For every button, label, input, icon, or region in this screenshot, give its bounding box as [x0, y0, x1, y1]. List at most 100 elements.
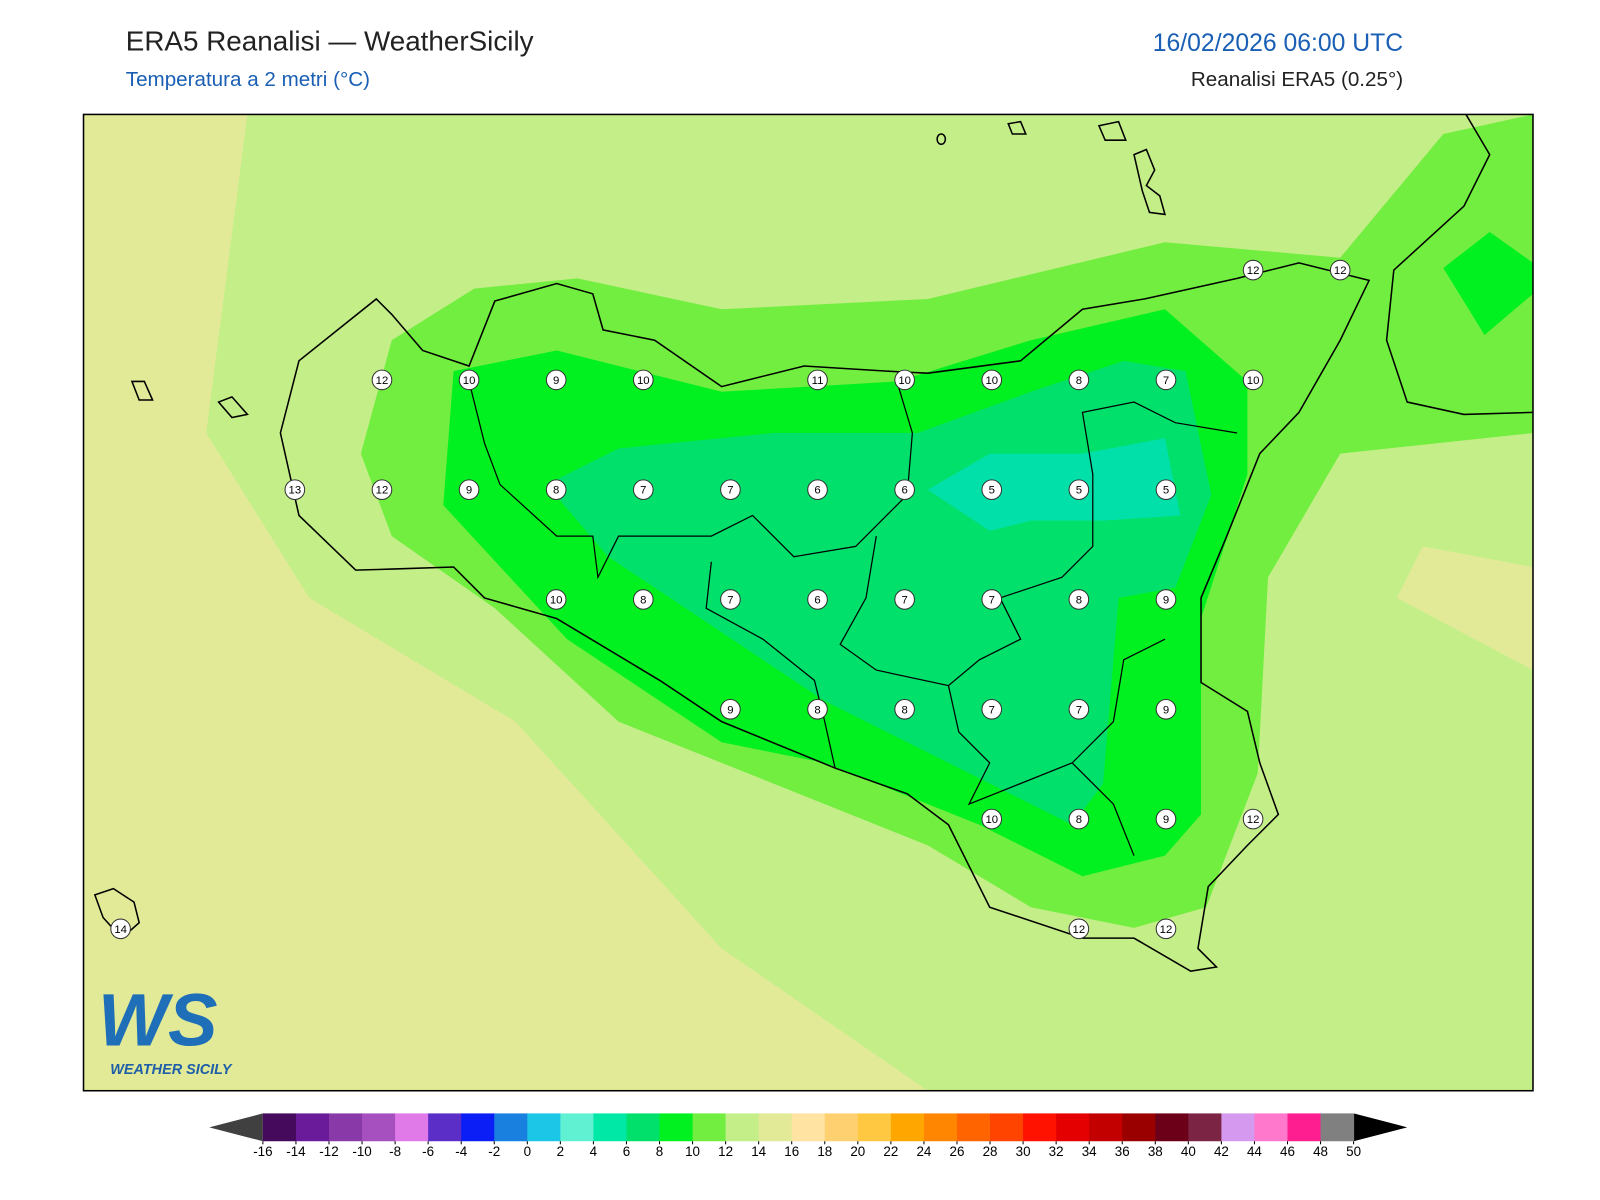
station-value: 12	[376, 485, 389, 497]
colorbar-box	[1254, 1113, 1289, 1142]
colorbar-box	[890, 1113, 925, 1142]
station-marker	[1155, 698, 1177, 720]
station-marker	[1155, 369, 1177, 391]
station-marker	[894, 589, 915, 610]
station-value: 8	[640, 595, 646, 607]
station-marker	[545, 479, 567, 500]
province-border	[947, 638, 1166, 806]
station-marker	[981, 369, 1003, 391]
station: 8	[545, 479, 567, 500]
colorbar-under	[209, 1113, 263, 1142]
station-marker	[894, 479, 915, 500]
station: 5	[981, 479, 1003, 500]
colorbar-box	[1320, 1113, 1355, 1142]
station-marker	[1242, 369, 1264, 391]
colorbar-tick-label: 48	[1313, 1144, 1328, 1159]
station-marker	[981, 698, 1003, 720]
colorbar-box	[626, 1113, 661, 1142]
station-value: 6	[814, 595, 820, 607]
station-value: 8	[901, 704, 907, 716]
colorbar-tick-label: 12	[718, 1144, 733, 1159]
station-value: 7	[727, 595, 733, 607]
station-marker	[981, 589, 1003, 610]
colorbar-box	[990, 1113, 1024, 1142]
colorbar-box	[659, 1113, 694, 1142]
station: 7	[981, 698, 1003, 720]
island	[936, 133, 947, 146]
island	[1097, 120, 1127, 141]
station-value: 10	[550, 595, 563, 607]
station-marker	[1155, 808, 1177, 830]
station-value: 9	[1163, 814, 1169, 826]
subtitle: Temperatura a 2 metri (°C)	[126, 68, 370, 91]
colorbar-tick-label: -2	[488, 1144, 500, 1159]
colorbar-box	[328, 1113, 363, 1142]
station: 8	[894, 698, 915, 720]
province-border	[1071, 762, 1135, 856]
colorbar-box	[362, 1113, 396, 1142]
station-marker	[807, 589, 828, 610]
station-value: 12	[1247, 265, 1260, 277]
colorbar-box	[527, 1113, 561, 1142]
colorbar-tick-label: 0	[524, 1144, 531, 1159]
station: 10	[981, 369, 1003, 391]
station-value: 7	[1163, 375, 1169, 387]
station-value: 6	[814, 485, 820, 497]
station-marker	[1068, 918, 1090, 940]
colorbar-tick-label: 18	[817, 1144, 832, 1159]
colorbar-box	[1023, 1113, 1057, 1142]
colorbar-tick-label: 32	[1049, 1144, 1064, 1159]
colorbar-tick-label: 20	[850, 1144, 865, 1159]
colorbar-box	[395, 1113, 429, 1142]
colorbar-tick-label: -14	[286, 1144, 306, 1159]
colorbar-box	[593, 1113, 627, 1142]
colorbar-tick-label: 4	[590, 1144, 598, 1159]
colorbar-box	[791, 1113, 826, 1142]
station-marker	[1329, 259, 1351, 281]
station-marker	[807, 369, 828, 391]
station: 7	[1068, 698, 1090, 720]
logo: WS WEATHER SICILY	[98, 978, 233, 1078]
colorbar-box	[725, 1113, 760, 1142]
station-value: 10	[898, 375, 911, 387]
station-marker	[1068, 369, 1090, 391]
field-4-6	[927, 438, 1181, 531]
station-marker	[632, 369, 654, 391]
station-marker	[371, 369, 393, 391]
colorbar-box	[1089, 1113, 1123, 1142]
station-value: 7	[989, 595, 995, 607]
colorbar-box	[758, 1113, 793, 1142]
field-8-10	[1443, 231, 1533, 336]
coastline	[93, 114, 1534, 972]
station-marker	[720, 589, 741, 610]
station-marker	[110, 918, 131, 940]
colorbar-tick-label: 30	[1016, 1144, 1031, 1159]
colorbar-box	[428, 1113, 462, 1142]
station: 7	[720, 589, 741, 610]
calabria-coast	[1385, 114, 1534, 416]
colorbar-tick-label: 8	[656, 1144, 663, 1159]
station-labels: 12 12 12 10 9 10 11 10 10 8 7 10 13 12 9 8 7 7 6 6 5 5 5 10 8 7 6 7…	[110, 259, 1351, 940]
temperature-field	[83, 114, 1533, 1091]
station-value: 10	[463, 375, 476, 387]
colorbar-tick-label: 46	[1280, 1144, 1295, 1159]
station-marker	[720, 698, 741, 720]
station: 12	[1068, 918, 1090, 940]
station: 13	[284, 479, 306, 500]
colorbar-tick-label: -4	[455, 1144, 467, 1159]
station-marker	[1068, 479, 1090, 500]
station: 7	[632, 479, 654, 500]
station: 6	[894, 479, 915, 500]
station-value: 9	[466, 485, 472, 497]
colorbar-tick-label: 24	[916, 1144, 931, 1159]
island	[130, 380, 154, 401]
station-value: 5	[1163, 485, 1169, 497]
station: 12	[371, 369, 393, 391]
station: 7	[720, 479, 741, 500]
colorbar-tick-label: 26	[950, 1144, 965, 1159]
colorbar-box	[461, 1113, 495, 1142]
colorbar-tick-label: 2	[557, 1144, 564, 1159]
station-value: 12	[1334, 265, 1347, 277]
station: 10	[545, 589, 567, 610]
